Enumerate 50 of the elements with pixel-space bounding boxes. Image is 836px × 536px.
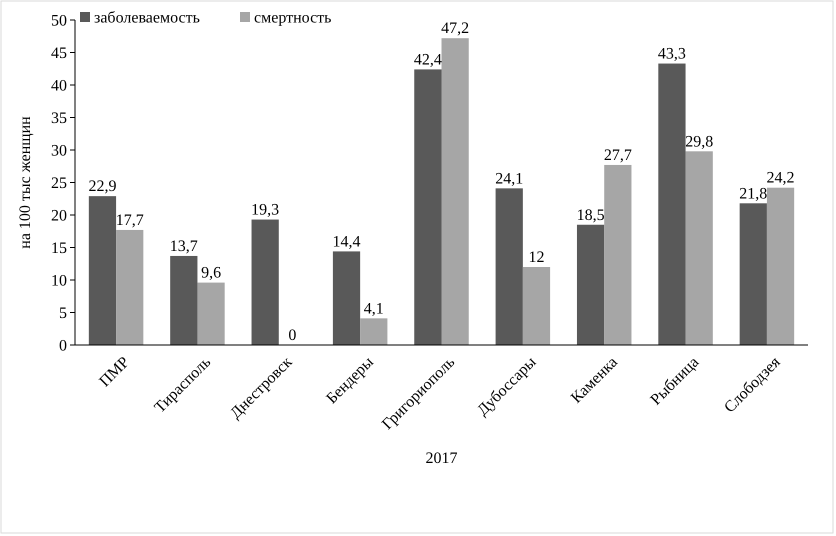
bar bbox=[252, 220, 279, 345]
bar bbox=[360, 318, 388, 345]
y-tick-label: 25 bbox=[51, 175, 67, 192]
data-label: 29,8 bbox=[685, 133, 714, 150]
y-tick-label: 20 bbox=[51, 208, 67, 225]
bar bbox=[414, 69, 442, 345]
bar bbox=[740, 203, 767, 345]
bar bbox=[197, 282, 225, 345]
data-label: 19,3 bbox=[251, 202, 280, 219]
data-label: 9,6 bbox=[201, 264, 222, 282]
y-tick-label: 10 bbox=[51, 272, 67, 290]
data-label: 27,7 bbox=[604, 146, 632, 164]
y-tick-label: 35 bbox=[51, 110, 67, 128]
data-label: 18,5 bbox=[576, 206, 605, 224]
bar bbox=[766, 188, 794, 345]
data-label: 21,8 bbox=[739, 185, 768, 202]
data-label: 17,7 bbox=[116, 212, 144, 229]
bar bbox=[686, 151, 713, 345]
bar bbox=[170, 256, 198, 345]
y-tick-label: 5 bbox=[59, 305, 67, 322]
data-label: 42,4 bbox=[414, 51, 442, 68]
bar bbox=[496, 188, 523, 345]
y-tick-label: 40 bbox=[51, 78, 67, 95]
data-label: 22,9 bbox=[88, 178, 116, 196]
data-label: 13,7 bbox=[170, 238, 198, 255]
bar bbox=[88, 196, 116, 345]
bar bbox=[332, 251, 360, 345]
bar bbox=[116, 230, 144, 345]
x-axis-title: 2017 bbox=[426, 450, 458, 467]
data-label: 43,3 bbox=[658, 46, 686, 63]
y-tick-label: 50 bbox=[51, 12, 67, 30]
bar bbox=[522, 267, 550, 345]
data-label: 24,1 bbox=[495, 170, 524, 188]
data-label: 0 bbox=[288, 327, 296, 344]
data-label: 12 bbox=[528, 249, 544, 266]
bar bbox=[658, 64, 686, 345]
y-axis-title: на 100 тыс женщин bbox=[17, 116, 34, 249]
data-label: 14,4 bbox=[332, 233, 361, 250]
bar bbox=[442, 38, 469, 345]
data-label: 4,1 bbox=[364, 300, 384, 318]
y-tick-label: 15 bbox=[51, 240, 67, 258]
data-label: 24,2 bbox=[766, 170, 795, 187]
legend-label: заболеваемость bbox=[94, 10, 200, 27]
data-label: 47,2 bbox=[441, 20, 470, 38]
y-tick-label: 30 bbox=[51, 142, 67, 160]
y-tick-label: 45 bbox=[51, 45, 67, 62]
legend-label: смертность bbox=[254, 10, 332, 27]
bar bbox=[576, 224, 604, 345]
y-tick-label: 0 bbox=[59, 338, 67, 355]
bar bbox=[604, 164, 632, 345]
